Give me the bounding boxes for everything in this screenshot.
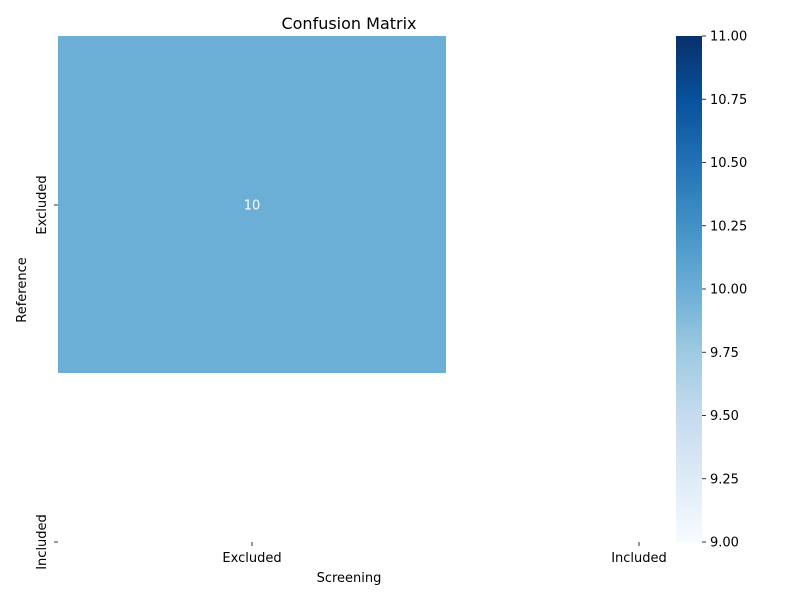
- colorbar-tick-label: 9.75: [710, 346, 739, 361]
- colorbar-tick-label: 9.25: [710, 472, 739, 487]
- y-axis-label: Reference: [15, 257, 30, 322]
- colorbar-tick-label: 10.50: [710, 156, 747, 171]
- y-tick-label: Included: [35, 514, 50, 570]
- chart-title: Confusion Matrix: [281, 14, 416, 33]
- x-axis-label: Screening: [317, 571, 382, 586]
- colorbar: [676, 36, 702, 542]
- colorbar-ticks: 9.00 9.25 9.50 9.75 10.00 10.25 10.50 10.75 11.0…: [702, 30, 747, 551]
- y-axis-ticks: Excluded Included: [35, 175, 58, 570]
- heatmap-cell: [58, 36, 446, 373]
- colorbar-tick-label: 10.25: [710, 219, 747, 234]
- colorbar-tick-label: 10.75: [710, 93, 747, 108]
- x-tick-label: Excluded: [222, 551, 281, 566]
- colorbar-tick-label: 9.00: [710, 536, 739, 551]
- cell-value-label: 10: [244, 199, 261, 214]
- colorbar-tick-label: 10.00: [710, 283, 747, 298]
- colorbar-tick-label: 9.50: [710, 409, 739, 424]
- x-axis-ticks: Excluded Included: [222, 542, 667, 566]
- heatmap-cells: 10: [58, 36, 446, 373]
- x-tick-label: Included: [611, 551, 667, 566]
- y-tick-label: Excluded: [35, 175, 50, 234]
- colorbar-tick-label: 11.00: [710, 30, 747, 45]
